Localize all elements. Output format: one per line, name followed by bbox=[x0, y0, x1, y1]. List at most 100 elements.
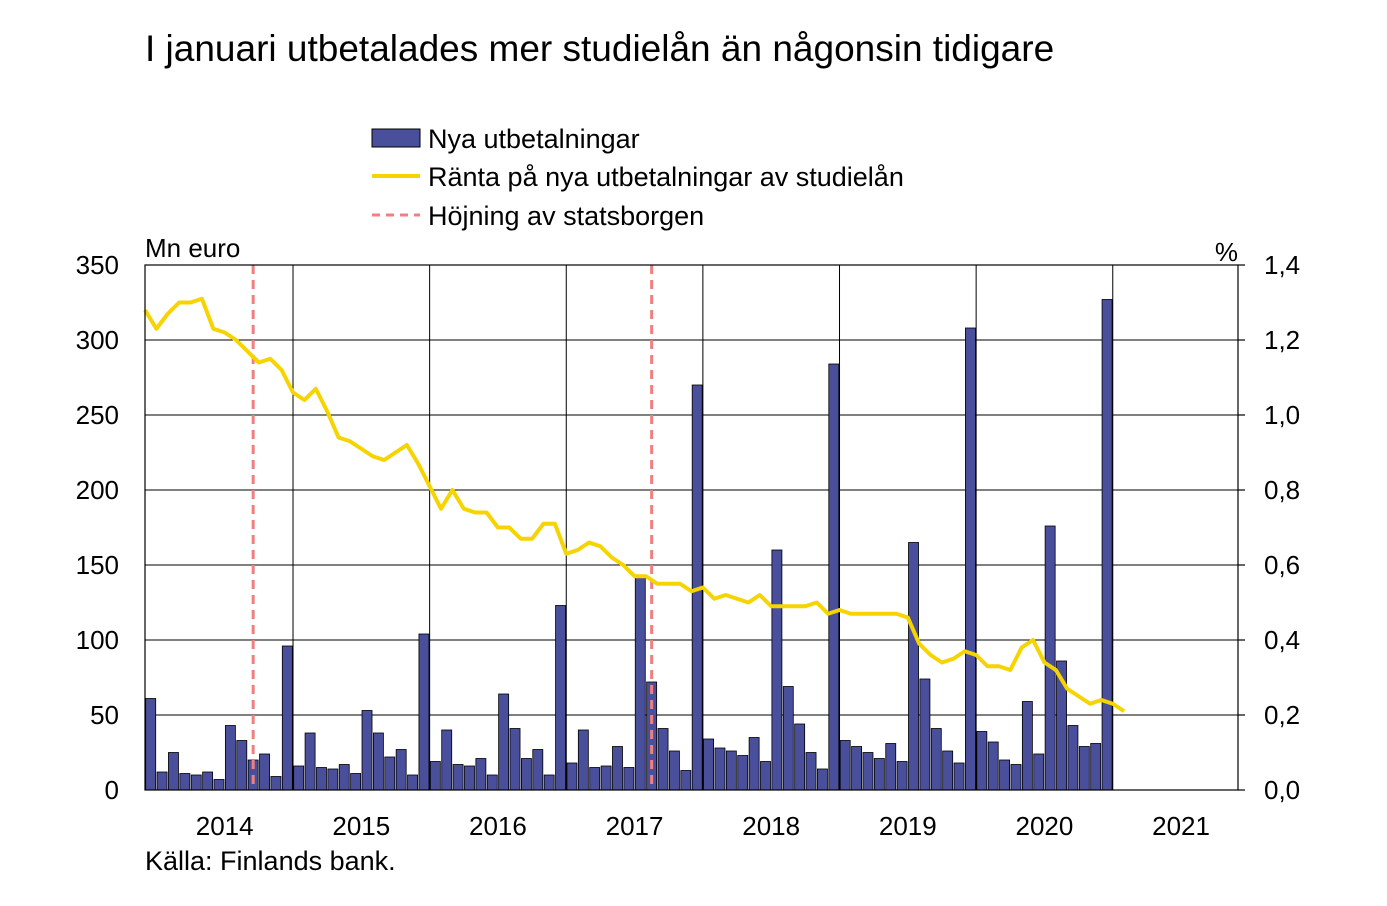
year-label: 2017 bbox=[606, 811, 664, 841]
right-tick-label: 0,2 bbox=[1264, 700, 1300, 730]
bar bbox=[805, 752, 817, 791]
left-tick-label: 150 bbox=[76, 550, 119, 580]
bar-series bbox=[145, 299, 1113, 791]
bar bbox=[327, 768, 339, 791]
right-tick-label: 1,0 bbox=[1264, 400, 1300, 430]
legend: Nya utbetalningar Ränta på nya utbetalni… bbox=[371, 124, 904, 231]
bar bbox=[202, 771, 214, 791]
bar bbox=[304, 732, 316, 791]
right-tick-label: 0,4 bbox=[1264, 625, 1300, 655]
bar bbox=[259, 753, 270, 791]
bar bbox=[828, 363, 840, 791]
bar bbox=[817, 768, 828, 791]
right-axis-ticks: 0,0 0,2 0,4 0,6 0,8 1,0 1,2 1,4 bbox=[1238, 250, 1300, 805]
left-tick-label: 50 bbox=[90, 700, 119, 730]
bar bbox=[862, 752, 874, 791]
legend-label-line: Ränta på nya utbetalningar av studielån bbox=[428, 162, 904, 192]
bar bbox=[748, 737, 760, 791]
bar bbox=[316, 767, 327, 791]
bar bbox=[372, 732, 384, 791]
bar bbox=[498, 693, 510, 791]
bar bbox=[1044, 525, 1056, 791]
bar bbox=[737, 755, 749, 791]
bar bbox=[1021, 701, 1033, 791]
left-tick-label: 100 bbox=[76, 625, 119, 655]
right-tick-label: 0,6 bbox=[1264, 550, 1300, 580]
bar bbox=[885, 743, 897, 791]
year-label: 2019 bbox=[879, 811, 937, 841]
right-tick-label: 1,4 bbox=[1264, 250, 1300, 280]
left-tick-label: 0 bbox=[105, 775, 119, 805]
plot-frame bbox=[144, 264, 1239, 791]
bar bbox=[612, 746, 623, 791]
bar bbox=[987, 741, 999, 791]
plot-border bbox=[144, 264, 1239, 791]
bar bbox=[577, 729, 589, 791]
year-label: 2014 bbox=[196, 811, 254, 841]
left-axis-ticks: 0 50 100 150 200 250 300 350 bbox=[76, 250, 119, 805]
bar bbox=[839, 740, 851, 791]
left-tick-label: 250 bbox=[76, 400, 119, 430]
legend-label-bars: Nya utbetalningar bbox=[428, 124, 640, 154]
bar bbox=[338, 764, 350, 791]
bar bbox=[555, 605, 566, 791]
bar bbox=[168, 752, 179, 791]
bar bbox=[566, 762, 578, 791]
bar bbox=[350, 773, 362, 791]
event-lines bbox=[251, 265, 654, 790]
x-axis-ticks: 2014 2015 2016 2017 2018 2019 2020 2021 bbox=[196, 811, 1210, 841]
bar bbox=[714, 747, 726, 791]
bar bbox=[623, 767, 635, 791]
bar bbox=[919, 678, 931, 791]
bar bbox=[965, 327, 976, 791]
bar bbox=[224, 725, 236, 791]
year-label: 2021 bbox=[1152, 811, 1210, 841]
right-tick-label: 0,8 bbox=[1264, 475, 1300, 505]
bar bbox=[794, 723, 806, 791]
bar bbox=[179, 773, 191, 791]
bar bbox=[669, 750, 680, 791]
rate-line bbox=[143, 296, 1126, 713]
bar bbox=[1101, 299, 1113, 791]
bar bbox=[782, 686, 794, 791]
bar bbox=[1033, 753, 1045, 791]
left-tick-label: 350 bbox=[76, 250, 119, 280]
legend-label-dashed: Höjning av statsborgen bbox=[428, 201, 704, 231]
chart-title: I januari utbetalades mer studielån än n… bbox=[145, 28, 1055, 69]
bar bbox=[213, 779, 225, 791]
grid bbox=[145, 264, 1238, 791]
bar bbox=[270, 776, 282, 791]
bar bbox=[851, 746, 862, 791]
bar bbox=[999, 759, 1011, 791]
bar bbox=[429, 761, 441, 791]
bar bbox=[908, 542, 919, 791]
year-label: 2020 bbox=[1016, 811, 1074, 841]
bar bbox=[953, 762, 965, 791]
right-tick-label: 0,0 bbox=[1264, 775, 1300, 805]
right-tick-label: 1,2 bbox=[1264, 325, 1300, 355]
bar bbox=[1067, 725, 1079, 791]
bar bbox=[156, 771, 168, 791]
bar bbox=[475, 758, 487, 791]
bar bbox=[543, 774, 555, 791]
bar bbox=[771, 549, 783, 791]
year-label: 2016 bbox=[469, 811, 527, 841]
bar bbox=[395, 749, 407, 791]
bar bbox=[1090, 743, 1102, 791]
bar bbox=[703, 738, 714, 791]
bar bbox=[942, 750, 954, 791]
bar bbox=[760, 761, 771, 791]
bar bbox=[725, 750, 737, 791]
left-tick-label: 300 bbox=[76, 325, 119, 355]
right-axis-unit: % bbox=[1215, 237, 1238, 267]
year-label: 2018 bbox=[742, 811, 800, 841]
bar bbox=[441, 729, 453, 791]
bar bbox=[680, 770, 692, 791]
bar bbox=[145, 698, 157, 791]
bar bbox=[407, 774, 418, 791]
bar bbox=[532, 749, 544, 791]
bar bbox=[589, 767, 601, 791]
bar bbox=[384, 756, 396, 791]
year-label: 2015 bbox=[332, 811, 390, 841]
